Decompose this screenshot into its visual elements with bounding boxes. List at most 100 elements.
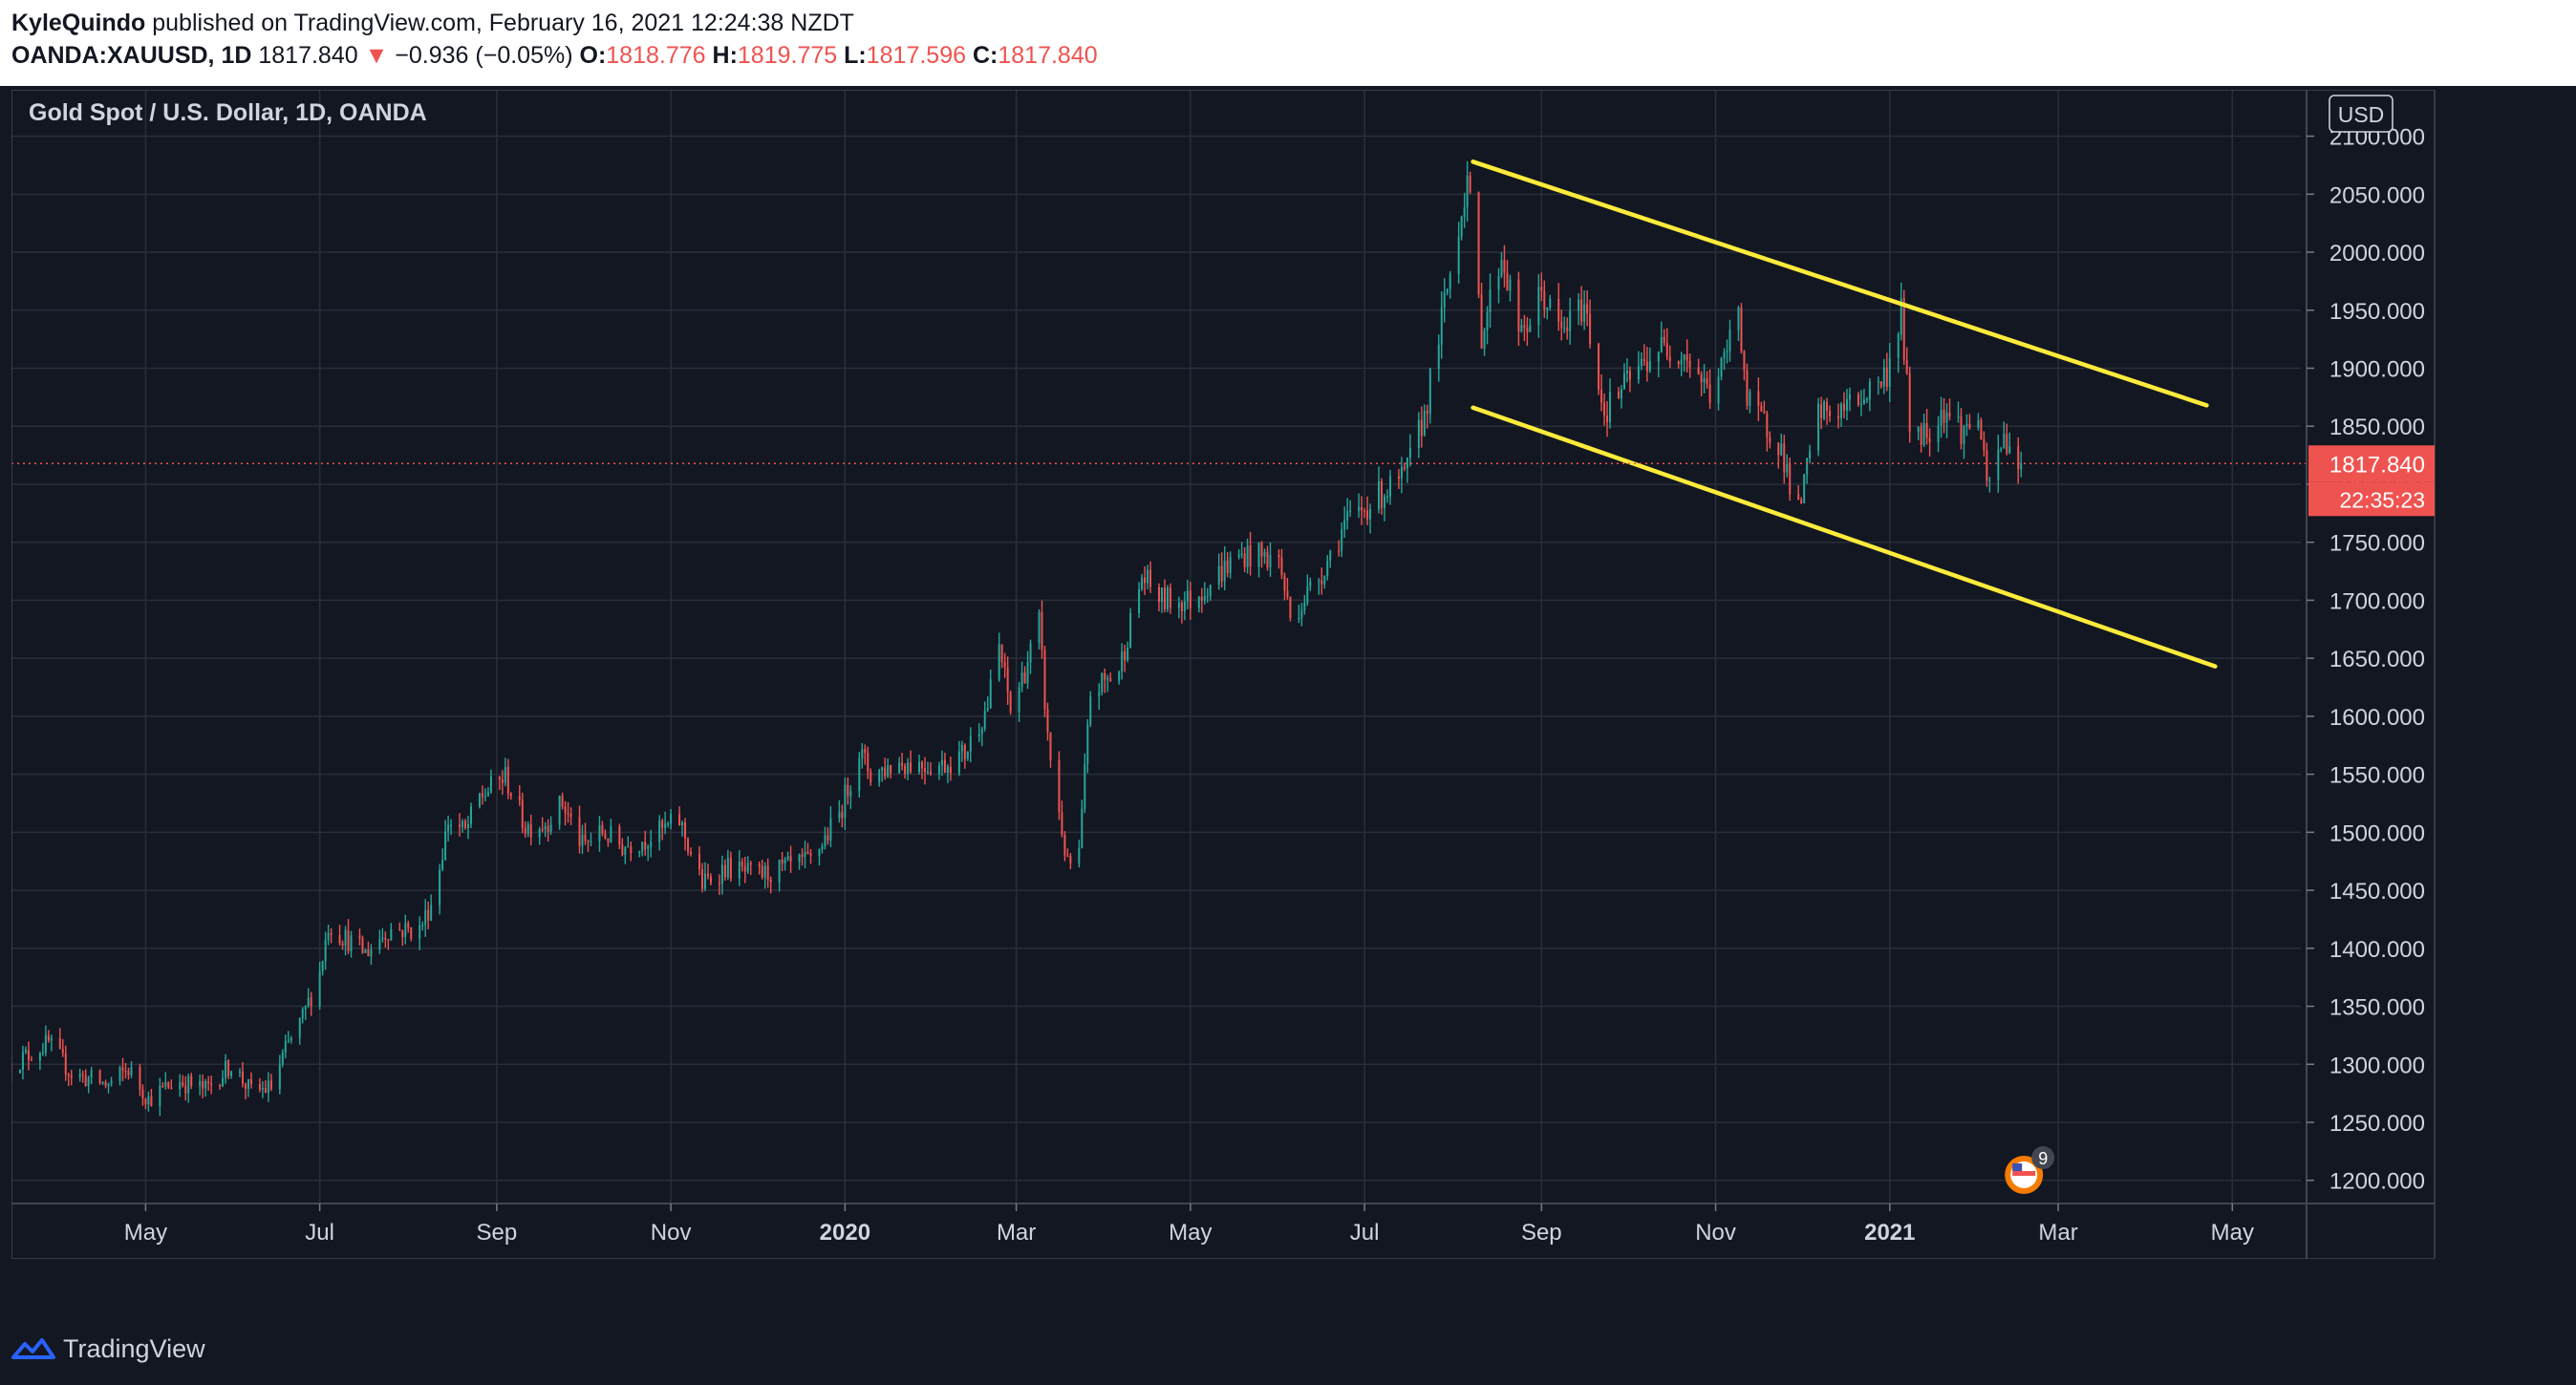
candle-body: [504, 766, 506, 783]
tradingview-footer[interactable]: TradingView: [11, 1330, 205, 1368]
candle-body: [709, 876, 712, 884]
event-count-label: 9: [2038, 1149, 2048, 1168]
trendline-lower[interactable]: [1470, 405, 2218, 669]
candle-body: [1549, 298, 1552, 309]
candle-body: [1166, 587, 1169, 609]
candle-body: [949, 766, 952, 774]
candle-body: [1020, 672, 1023, 688]
candle-body: [1043, 650, 1046, 710]
candle-body: [1326, 561, 1329, 577]
candle-body: [1385, 496, 1388, 499]
candle-body: [462, 820, 464, 827]
candle-body: [758, 863, 761, 866]
candle-body: [1726, 351, 1728, 352]
candle-body: [1837, 416, 1840, 418]
time-axis[interactable]: May Jul Sep Nov 2020 Mar May Jul Sep Nov 2021 Mar Ma…: [124, 1204, 2254, 1246]
candle-body: [1859, 403, 1862, 405]
candle-body: [907, 762, 910, 775]
trendline-channel[interactable]: [1470, 160, 2218, 669]
candle-body: [1743, 351, 1746, 371]
candle-body: [378, 939, 381, 949]
candle-body: [390, 928, 393, 941]
candle-body: [1885, 367, 1888, 387]
candle-body: [30, 1059, 32, 1061]
candle-body: [1737, 308, 1740, 330]
candle-body: [1026, 662, 1029, 684]
candle-body: [509, 793, 512, 797]
candle-body: [47, 1035, 50, 1041]
candle-body: [1240, 553, 1243, 555]
candle-body: [341, 943, 344, 946]
currency-badge[interactable]: [2329, 95, 2394, 133]
candle-body: [1665, 342, 1668, 357]
candle-body: [890, 764, 892, 774]
candle-body: [50, 1037, 53, 1041]
candle-body: [167, 1082, 170, 1088]
candle-body: [518, 796, 521, 800]
candle-body: [567, 813, 569, 815]
candle-body: [21, 1052, 24, 1070]
candle-body: [667, 823, 670, 825]
candle-body: [27, 1050, 30, 1060]
candle-body: [1543, 290, 1546, 310]
candle-body: [98, 1070, 101, 1084]
candle-body: [184, 1085, 187, 1094]
candle-body: [144, 1097, 147, 1105]
candle-body: [644, 842, 647, 849]
currency-label[interactable]: USD: [2338, 102, 2385, 127]
chart-area[interactable]: 1200.000 1250.000 1300.000 1350.000 1400.000…: [11, 90, 2436, 1259]
price-axis[interactable]: 1200.000 1250.000 1300.000 1350.000 1400.000…: [2307, 95, 2435, 1195]
candle-body: [1046, 709, 1049, 733]
time-axis-label: May: [1169, 1220, 1212, 1246]
high-label: H:: [712, 42, 738, 69]
close-value: 1817.840: [998, 42, 1098, 69]
candle-body: [1786, 464, 1789, 473]
candle-body: [1101, 672, 1104, 692]
candle-body: [481, 793, 483, 798]
candle-body: [630, 846, 633, 854]
candle-body: [989, 679, 992, 709]
candle-body: [1443, 292, 1446, 308]
candle-body: [1917, 426, 1920, 433]
candle-body: [1457, 236, 1460, 274]
candle-body: [564, 806, 567, 814]
candle-body: [2003, 434, 2006, 449]
candle-body: [1523, 325, 1526, 329]
candle-body: [821, 846, 824, 850]
candle-body: [78, 1074, 81, 1078]
candle-body: [225, 1060, 227, 1078]
candle-body: [1988, 479, 1991, 481]
candle-body: [330, 932, 333, 935]
candle-body: [1997, 449, 2000, 480]
trendline-upper[interactable]: [1470, 160, 2209, 408]
candle-body: [87, 1077, 90, 1087]
candle-body: [1677, 361, 1680, 365]
candle-body: [841, 812, 844, 819]
candle-body: [110, 1080, 113, 1084]
candle-body: [486, 792, 489, 797]
candle-body: [364, 949, 367, 953]
candle-body: [121, 1067, 124, 1071]
candle-body: [1246, 545, 1249, 567]
candle-body: [1109, 677, 1112, 681]
candle-body: [1469, 175, 1471, 193]
candle-body: [1500, 260, 1503, 277]
last-price: 1817.840: [258, 42, 358, 69]
candle-body: [1769, 437, 1771, 443]
candle-body: [786, 856, 789, 861]
candle-body: [1660, 336, 1663, 352]
candle-body: [869, 771, 872, 782]
candle-body: [1477, 192, 1480, 295]
open-label: O:: [579, 42, 607, 69]
candle-body: [301, 1009, 304, 1018]
candle-body: [569, 813, 572, 818]
author-name[interactable]: KyleQuindo: [11, 10, 146, 36]
candle-body: [1203, 596, 1206, 601]
candle-body: [901, 762, 904, 766]
candle-body: [798, 854, 801, 863]
candle-body: [1902, 297, 1905, 361]
candle-body: [1000, 644, 1003, 663]
candle-body: [338, 934, 341, 944]
price-chart[interactable]: 1200.000 1250.000 1300.000 1350.000 1400.000…: [11, 90, 2436, 1259]
price-axis-label: 1650.000: [2329, 647, 2425, 672]
